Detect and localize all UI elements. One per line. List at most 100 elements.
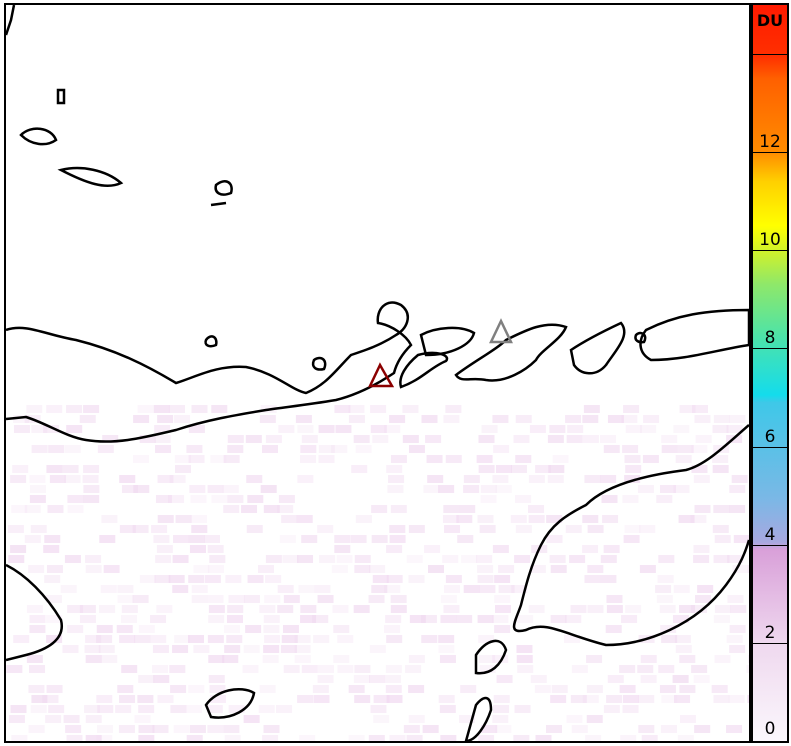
so2-pixel — [66, 405, 83, 413]
so2-pixel — [331, 565, 348, 573]
colorbar-tick-label: 12 — [759, 132, 781, 153]
so2-pixel — [624, 455, 641, 463]
so2-pixel — [170, 685, 187, 693]
so2-pixel — [672, 615, 689, 623]
so2-pixel — [297, 695, 314, 703]
so2-pixel — [26, 605, 43, 613]
so2-pixel — [154, 575, 171, 583]
so2-pixel — [679, 405, 696, 413]
colorbar-tick-label: 6 — [764, 426, 776, 447]
so2-pixel — [481, 725, 498, 733]
volcano-secondary-marker — [489, 318, 513, 344]
so2-pixel — [640, 655, 657, 663]
so2-pixel — [660, 485, 677, 493]
so2-pixel — [389, 735, 406, 741]
so2-pixel — [659, 685, 676, 693]
so2-pixel — [624, 475, 641, 483]
so2-pixel — [566, 715, 583, 723]
so2-pixel — [477, 575, 494, 583]
so2-pixel — [565, 525, 582, 533]
coastline-north-island — [6, 301, 413, 443]
so2-pixel — [386, 635, 403, 643]
so2-pixel — [29, 625, 46, 633]
so2-pixel — [243, 645, 260, 653]
so2-pixel — [351, 465, 368, 473]
so2-pixel — [173, 535, 190, 543]
so2-pixel — [550, 615, 567, 623]
so2-pixel — [168, 495, 185, 503]
so2-pixel — [258, 705, 275, 713]
so2-pixel — [116, 625, 133, 633]
so2-pixel — [62, 645, 79, 653]
so2-pixel — [476, 455, 493, 463]
so2-pixel — [510, 515, 527, 523]
so2-pixel — [439, 705, 456, 713]
so2-pixel — [208, 675, 225, 683]
so2-pixel — [477, 565, 494, 573]
so2-pixel — [565, 415, 582, 423]
so2-pixel — [154, 435, 171, 443]
so2-pixel — [207, 545, 224, 553]
so2-pixel — [155, 445, 172, 453]
so2-pixel — [243, 595, 260, 603]
so2-pixel — [281, 635, 298, 643]
so2-pixel — [99, 535, 116, 543]
so2-pixel — [350, 535, 367, 543]
so2-pixel — [354, 695, 371, 703]
so2-pixel — [408, 575, 425, 583]
so2-pixel — [298, 585, 315, 593]
so2-pixel — [459, 505, 476, 513]
so2-pixel — [456, 615, 473, 623]
so2-pixel — [152, 725, 169, 733]
so2-pixel — [206, 705, 223, 713]
coastline-island-l — [214, 180, 233, 196]
so2-pixel — [390, 605, 407, 613]
so2-pixel — [169, 665, 186, 673]
so2-pixel — [246, 475, 263, 483]
so2-pixel — [384, 625, 401, 633]
so2-pixel — [301, 435, 318, 443]
so2-pixel — [517, 665, 534, 673]
so2-pixel — [153, 535, 170, 543]
so2-pixel — [478, 465, 495, 473]
so2-pixel — [622, 695, 639, 703]
so2-pixel — [190, 495, 207, 503]
so2-pixel — [29, 485, 46, 493]
so2-pixel — [67, 625, 84, 633]
so2-pixel — [384, 585, 401, 593]
so2-pixel — [137, 405, 154, 413]
so2-pixel — [438, 485, 455, 493]
so2-pixel — [174, 635, 191, 643]
so2-pixel — [691, 465, 708, 473]
so2-pixel — [11, 735, 28, 741]
so2-pixel — [479, 655, 496, 663]
so2-pixel — [390, 455, 407, 463]
so2-pixel — [117, 585, 134, 593]
so2-pixel — [186, 705, 203, 713]
so2-pixel — [84, 645, 101, 653]
so2-pixel — [406, 735, 423, 741]
so2-pixel — [297, 475, 314, 483]
so2-pixel — [694, 725, 711, 733]
so2-pixel — [242, 665, 259, 673]
so2-pixel — [438, 645, 455, 653]
so2-pixel — [571, 665, 588, 673]
so2-pixel — [353, 675, 370, 683]
so2-pixel — [479, 665, 496, 673]
so2-pixel — [587, 605, 604, 613]
so2-pixel — [97, 445, 114, 453]
so2-pixel — [85, 635, 102, 643]
so2-pixel — [584, 475, 601, 483]
so2-pixel — [637, 485, 654, 493]
so2-pixel — [675, 645, 692, 653]
so2-pixel — [99, 605, 116, 613]
so2-pixel — [24, 535, 41, 543]
so2-pixel — [408, 655, 425, 663]
so2-pixel — [422, 725, 439, 733]
so2-pixel — [31, 425, 48, 433]
so2-pixel — [333, 655, 350, 663]
so2-pixel — [587, 525, 604, 533]
so2-pixel — [353, 605, 370, 613]
so2-pixel — [175, 515, 192, 523]
so2-pixel — [657, 575, 674, 583]
